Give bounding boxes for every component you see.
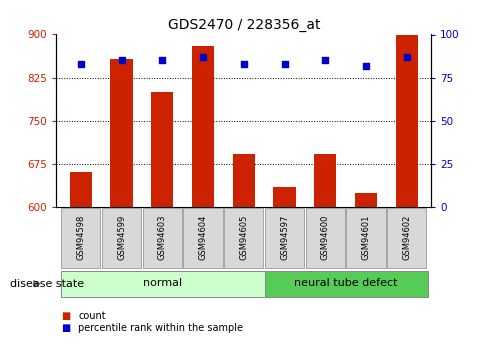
Text: normal: normal	[143, 278, 182, 288]
Bar	[151, 92, 173, 207]
Text: GSM94600: GSM94600	[321, 215, 330, 260]
Text: GSM94604: GSM94604	[198, 215, 208, 260]
Bar	[265, 208, 304, 268]
Bar	[233, 154, 255, 207]
Bar	[143, 208, 182, 268]
Bar	[61, 270, 265, 297]
Bar	[110, 59, 133, 207]
Bar	[346, 208, 386, 268]
Point	[362, 63, 370, 68]
Bar	[387, 208, 426, 268]
Bar	[183, 208, 222, 268]
Text: count: count	[78, 311, 106, 321]
Point	[281, 61, 289, 67]
Bar	[224, 208, 263, 268]
Title: GDS2470 / 228356_at: GDS2470 / 228356_at	[168, 18, 320, 32]
Text: GSM94598: GSM94598	[76, 215, 85, 260]
Text: disease state: disease state	[10, 279, 84, 289]
Point	[321, 58, 329, 63]
Text: GSM94605: GSM94605	[239, 215, 248, 260]
Bar	[355, 193, 377, 207]
Point	[77, 61, 85, 67]
Text: GSM94602: GSM94602	[402, 215, 411, 260]
Bar	[70, 172, 92, 207]
Text: neural tube defect: neural tube defect	[294, 278, 397, 288]
Bar	[273, 187, 296, 207]
Point	[158, 58, 166, 63]
Point	[118, 58, 125, 63]
Point	[199, 54, 207, 60]
Text: GSM94601: GSM94601	[362, 215, 370, 260]
Bar	[306, 208, 345, 268]
Text: ■: ■	[61, 311, 71, 321]
Bar	[61, 208, 100, 268]
Text: ■: ■	[61, 323, 71, 333]
Bar	[102, 208, 141, 268]
Point	[403, 54, 411, 60]
Text: GSM94599: GSM94599	[117, 215, 126, 260]
Bar	[265, 270, 428, 297]
Point	[240, 61, 247, 67]
Text: percentile rank within the sample: percentile rank within the sample	[78, 323, 244, 333]
Text: GSM94603: GSM94603	[158, 215, 167, 260]
Bar	[192, 46, 214, 207]
Bar	[314, 154, 337, 207]
Bar	[395, 23, 418, 207]
Text: GSM94597: GSM94597	[280, 215, 289, 260]
